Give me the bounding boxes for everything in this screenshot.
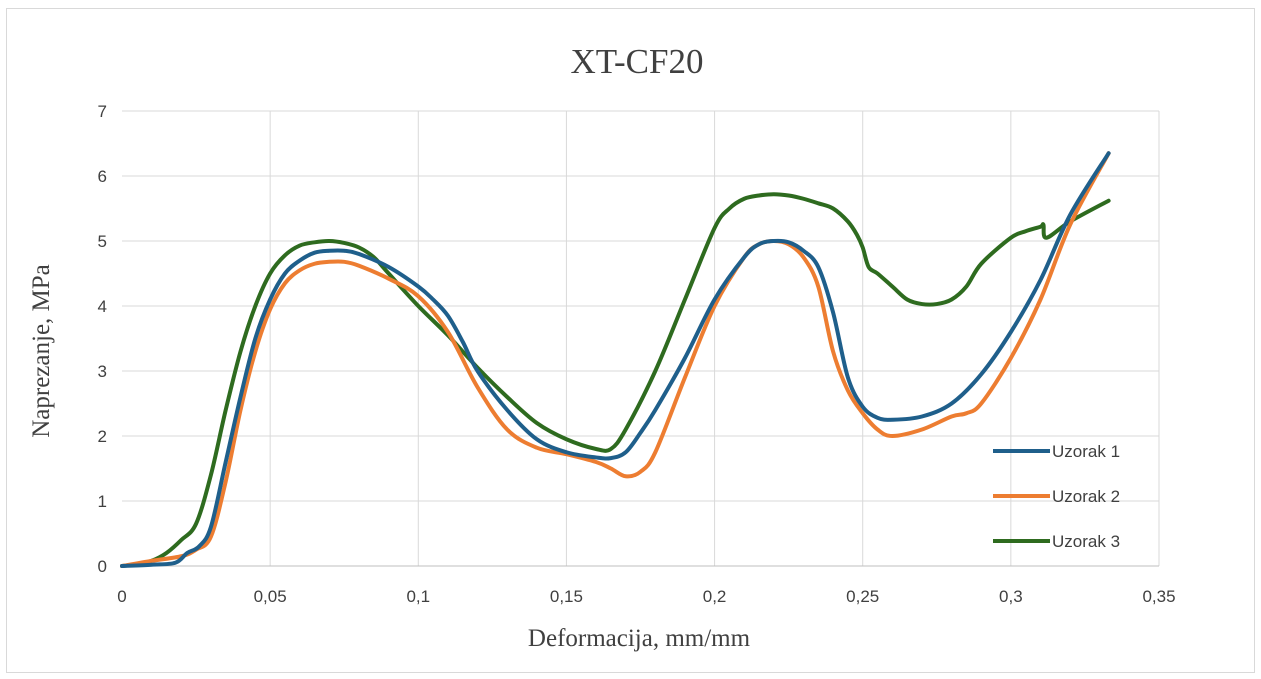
y-tick-label: 2 xyxy=(98,427,107,446)
chart-frame: XT-CF20 0 1 2 3 4 5 6 7 0 0,05 0,1 0,15 0,2 0,25 0,3 0,… xyxy=(6,8,1255,673)
series-layer xyxy=(120,151,1111,568)
x-tick-label: 0,1 xyxy=(406,587,430,606)
legend-label-uzorak-1: Uzorak 1 xyxy=(1052,442,1120,461)
axis-layer: 0 1 2 3 4 5 6 7 0 0,05 0,1 0,15 0,2 0,25 0,3 0,35 xyxy=(98,102,1176,606)
x-tick-label: 0,2 xyxy=(703,587,727,606)
legend-label-uzorak-2: Uzorak 2 xyxy=(1052,487,1120,506)
x-tick-label: 0,05 xyxy=(254,587,287,606)
x-tick-label: 0,35 xyxy=(1142,587,1175,606)
y-tick-label: 5 xyxy=(98,232,107,251)
x-axis-title: Deformacija, mm/mm xyxy=(528,625,751,652)
y-tick-label: 4 xyxy=(98,297,107,316)
x-tick-label: 0 xyxy=(117,587,126,606)
x-tick-label: 0,3 xyxy=(999,587,1023,606)
legend-label-uzorak-3: Uzorak 3 xyxy=(1052,532,1120,551)
chart-svg: XT-CF20 0 1 2 3 4 5 6 7 0 0,05 0,1 0,15 0,2 0,25 0,3 0,… xyxy=(28,42,1176,652)
grid-layer xyxy=(122,110,1160,566)
y-tick-label: 7 xyxy=(98,102,107,121)
series-line-uzorak-2 xyxy=(120,151,1111,568)
x-tick-label: 0,25 xyxy=(846,587,879,606)
y-tick-label: 0 xyxy=(98,557,107,576)
series-line-uzorak-3 xyxy=(120,192,1111,568)
y-tick-label: 1 xyxy=(98,492,107,511)
x-tick-label: 0,15 xyxy=(550,587,583,606)
y-axis-title: Naprezanje, MPa xyxy=(28,264,55,438)
y-tick-label: 3 xyxy=(98,362,107,381)
legend: Uzorak 1 Uzorak 2 Uzorak 3 xyxy=(993,442,1120,551)
chart-title: XT-CF20 xyxy=(571,42,704,81)
y-tick-label: 6 xyxy=(98,167,107,186)
series-line-uzorak-1 xyxy=(120,151,1111,568)
